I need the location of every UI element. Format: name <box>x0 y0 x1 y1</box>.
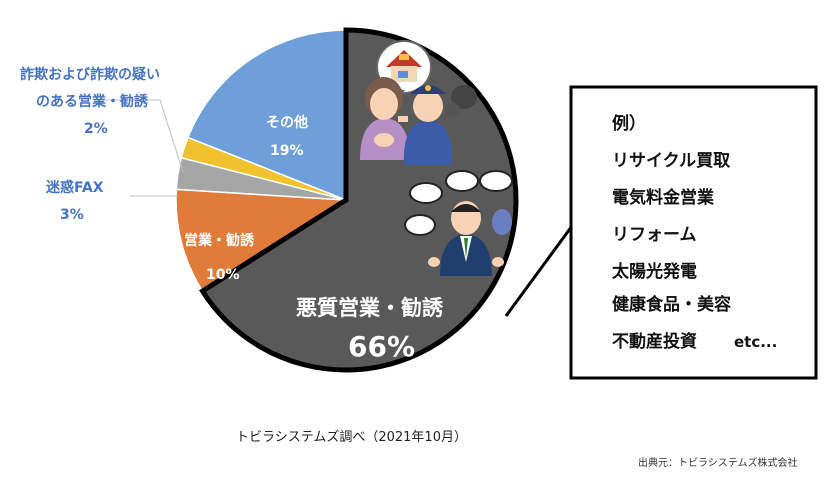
label-malicious: 悪質営業・勧誘 <box>296 296 444 320</box>
slice-other <box>186 29 347 202</box>
label-sales: 営業・勧誘 <box>184 232 255 249</box>
label-sales-value: 10% <box>206 267 240 283</box>
example-item: リサイクル買取 <box>612 151 730 171</box>
example-item: 健康食品・美容 <box>612 294 731 315</box>
source-credit: 出典元：トビラシステムズ株式会社 <box>638 456 798 469</box>
label-other-value: 19% <box>270 143 304 159</box>
example-heading: 例） <box>612 113 646 134</box>
leader-line-fraud <box>105 99 184 173</box>
label-fax: 迷惑FAX <box>45 179 104 196</box>
label-fax-value: 3% <box>60 207 84 223</box>
salesman-icon <box>428 201 512 276</box>
label-fraud-value: 2% <box>84 121 108 137</box>
label-fraud-line2: のある営業・勧誘 <box>36 93 149 110</box>
worried-woman-icon <box>360 77 410 160</box>
example-item: 不動産投資 <box>612 331 697 352</box>
speech-bubbles-icon <box>404 170 513 236</box>
example-item: 太陽光発電 <box>612 261 697 282</box>
label-malicious-value: 66% <box>348 330 415 363</box>
police-officer-icon <box>398 85 477 165</box>
example-item: 電気料金営業 <box>612 187 714 208</box>
example-box <box>569 85 818 380</box>
box-connector <box>504 225 574 317</box>
example-etc: etc... <box>734 333 777 351</box>
chart-caption: トビラシステムズ調べ（2021年10月） <box>236 429 467 445</box>
malicious-slice-outline <box>199 27 519 373</box>
example-item: リフォーム <box>612 225 697 245</box>
slice-sales-solicitation <box>175 188 349 293</box>
label-fraud-line1: 詐欺および詐欺の疑い <box>20 66 160 83</box>
label-other: その他 <box>266 114 308 131</box>
